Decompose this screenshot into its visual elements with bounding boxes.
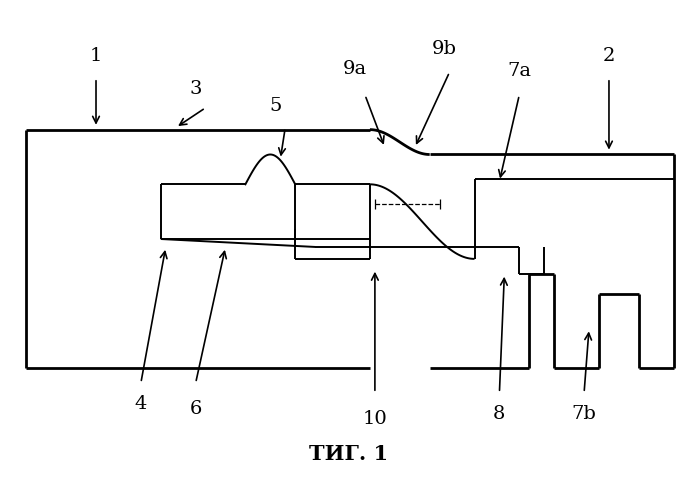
Text: 9a: 9a [343, 60, 367, 78]
Text: 5: 5 [269, 96, 282, 115]
Text: 6: 6 [189, 399, 202, 417]
Text: 10: 10 [363, 409, 387, 427]
Text: 7a: 7a [507, 62, 531, 80]
Text: 1: 1 [90, 47, 102, 65]
Text: 7b: 7b [572, 404, 596, 422]
Text: 4: 4 [135, 394, 147, 412]
Text: 8: 8 [493, 404, 505, 422]
Text: 2: 2 [603, 47, 615, 65]
Text: 3: 3 [189, 80, 202, 97]
Text: 9b: 9b [432, 40, 457, 58]
Text: ΤИГ. 1: ΤИГ. 1 [310, 443, 389, 463]
